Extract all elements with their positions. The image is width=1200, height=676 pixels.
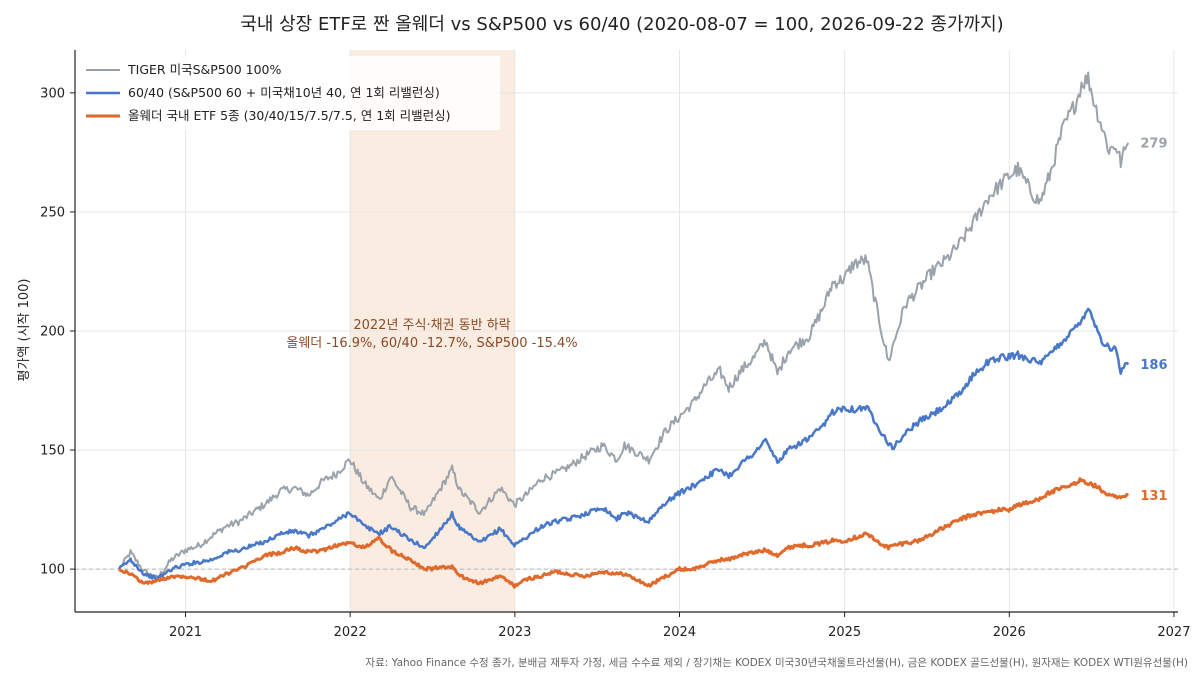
end-label-6040: 186 (1140, 358, 1167, 373)
chart-title: 국내 상장 ETF로 짠 올웨더 vs S&P500 vs 60/40 (202… (240, 14, 1003, 35)
y-tick-label: 250 (40, 205, 65, 220)
shade-annotation-line2: 올웨더 -16.9%, 60/40 -12.7%, S&P500 -15.4% (286, 336, 577, 351)
legend-label-allweather: 올웨더 국내 ETF 5종 (30/40/15/7.5/7.5, 연 1회 리밸… (128, 108, 451, 123)
axes-layer: 2021 2022 2023 2024 2025 2026 2027 100 150 200 250… (40, 50, 1190, 640)
annotation-layer: 2022년 주식·채권 동반 하락 올웨더 -16.9%, 60/40 -12.… (286, 318, 577, 351)
shade-annotation-line1: 2022년 주식·채권 동반 하락 (353, 318, 510, 333)
legend-label-6040: 60/40 (S&P500 60 + 미국채10년 40, 연 1회 리밸런싱) (128, 85, 440, 100)
x-tick-label: 2025 (828, 625, 861, 640)
legend-label-sp500: TIGER 미국S&P500 100% (127, 62, 281, 77)
legend-background (80, 56, 500, 130)
series-line-sp500 (118, 71, 1130, 579)
y-tick-label: 200 (40, 325, 65, 340)
y-tick-label: 150 (40, 444, 65, 459)
x-tick-label: 2026 (993, 625, 1026, 640)
source-footnote: 자료: Yahoo Finance 수정 종가, 분배금 재투자 가정, 세금 … (365, 657, 1188, 669)
end-label-sp500: 279 (1140, 136, 1167, 151)
grid-layer (75, 50, 1178, 612)
series-line-6040 (118, 307, 1130, 582)
x-tick-label: 2022 (334, 625, 367, 640)
x-tick-label: 2024 (663, 625, 696, 640)
x-tick-label: 2021 (169, 625, 202, 640)
series-line-allweather (118, 477, 1130, 589)
y-tick-label: 300 (40, 86, 65, 101)
x-tick-label: 2027 (1157, 625, 1190, 640)
y-tick-label: 100 (40, 563, 65, 578)
x-tick-label: 2023 (498, 625, 531, 640)
series-layer: 279 186 131 (118, 71, 1168, 589)
legend: TIGER 미국S&P500 100% 60/40 (S&P500 60 + 미… (80, 56, 500, 130)
y-axis-label: 평가액 (시작 100) (17, 278, 32, 381)
end-label-allweather: 131 (1140, 489, 1167, 504)
